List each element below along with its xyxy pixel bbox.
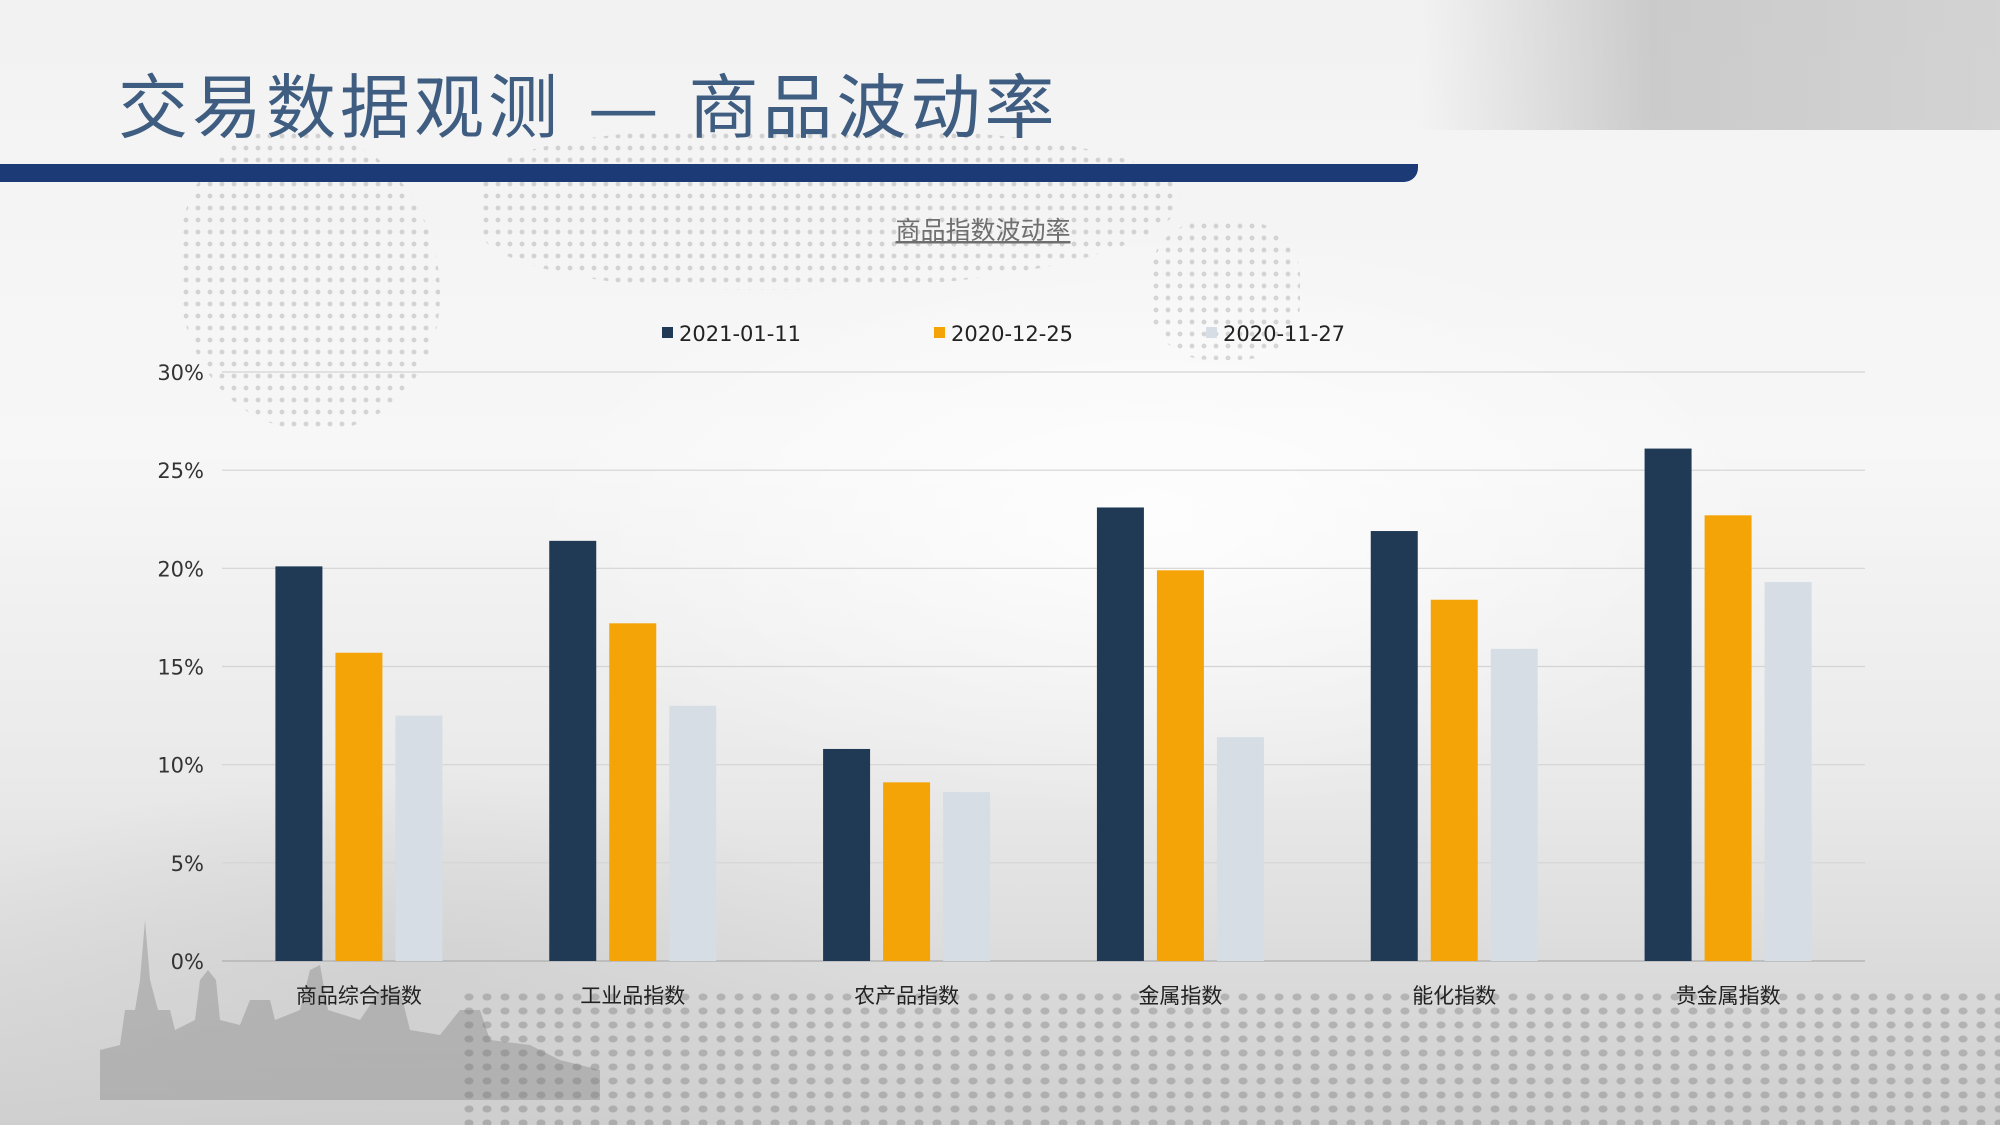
y-tick-label: 10% xyxy=(157,754,204,778)
chart-title: 商品指数波动率 xyxy=(895,216,1070,245)
legend-swatch xyxy=(662,327,673,338)
bar-1 xyxy=(549,540,597,961)
header-band-decoration xyxy=(1420,0,2000,130)
world-map-dots-decoration xyxy=(1150,220,1300,360)
x-tick-label: 贵金属指数 xyxy=(1676,984,1781,1008)
page-title: 交易数据观测 — 商品波动率 xyxy=(118,67,1059,149)
y-axis-tick-labels: 0% 5% 10% 15% 20% 25% 30% xyxy=(157,361,204,974)
bar-3 xyxy=(943,792,991,961)
x-tick-label: 工业品指数 xyxy=(580,984,685,1008)
y-tick-label: 30% xyxy=(157,361,204,385)
chart-bars xyxy=(275,448,1812,961)
bar-2 xyxy=(1156,570,1204,961)
skyline-decoration xyxy=(100,920,600,1100)
y-tick-label: 0% xyxy=(171,950,204,974)
bar-1 xyxy=(275,566,323,961)
bar-2 xyxy=(1704,515,1752,961)
bar-3 xyxy=(669,705,717,961)
legend-swatch xyxy=(934,327,945,338)
bar-1 xyxy=(1370,531,1418,961)
floor-dots-decoration xyxy=(460,990,2000,1125)
bar-2 xyxy=(1430,599,1478,961)
chart-legend: 2021-01-11 2020-12-25 2020-11-27 xyxy=(662,322,1345,346)
chart-gridlines xyxy=(222,371,1865,962)
bar-1 xyxy=(1644,448,1692,961)
x-tick-label: 金属指数 xyxy=(1138,984,1222,1008)
x-tick-label: 能化指数 xyxy=(1412,984,1496,1008)
y-tick-label: 15% xyxy=(157,656,204,680)
x-tick-label: 农产品指数 xyxy=(854,984,959,1008)
legend-label: 2020-11-27 xyxy=(1223,322,1345,346)
y-tick-label: 20% xyxy=(157,557,204,581)
bar-3 xyxy=(1216,737,1264,961)
bar-3 xyxy=(395,715,443,961)
bar-3 xyxy=(1490,648,1538,961)
y-tick-label: 5% xyxy=(171,852,204,876)
x-tick-label: 商品综合指数 xyxy=(296,984,422,1008)
x-axis-tick-labels: 商品综合指数 工业品指数 农产品指数 金属指数 能化指数 贵金属指数 xyxy=(296,984,1781,1008)
bar-2 xyxy=(335,652,383,961)
bar-2 xyxy=(883,782,931,961)
title-underline-bar xyxy=(0,164,1418,182)
y-tick-label: 25% xyxy=(157,459,204,483)
bar-3 xyxy=(1764,582,1812,961)
bar-1 xyxy=(823,748,871,961)
bar-1 xyxy=(1096,507,1144,961)
bar-2 xyxy=(609,623,657,961)
legend-label: 2021-01-11 xyxy=(679,322,801,346)
legend-label: 2020-12-25 xyxy=(951,322,1073,346)
legend-swatch xyxy=(1206,327,1217,338)
